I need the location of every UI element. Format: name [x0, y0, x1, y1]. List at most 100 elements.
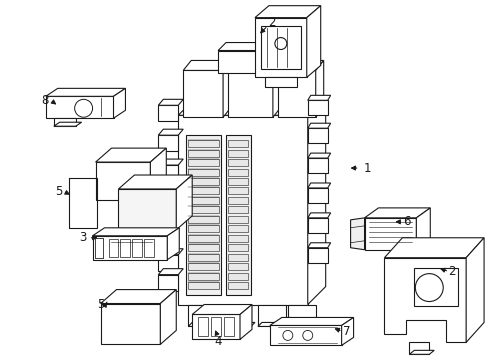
Polygon shape: [223, 323, 254, 327]
Polygon shape: [258, 305, 285, 327]
Polygon shape: [158, 165, 178, 181]
Polygon shape: [188, 178, 219, 185]
Polygon shape: [158, 99, 183, 105]
Polygon shape: [118, 189, 176, 230]
Polygon shape: [227, 150, 247, 157]
Polygon shape: [307, 183, 330, 188]
Text: 8: 8: [41, 94, 48, 107]
Polygon shape: [269, 325, 341, 345]
Polygon shape: [188, 305, 216, 327]
Polygon shape: [158, 105, 178, 121]
Polygon shape: [269, 318, 353, 325]
Text: 2: 2: [267, 16, 275, 29]
Polygon shape: [167, 228, 179, 260]
Polygon shape: [227, 235, 247, 242]
Polygon shape: [307, 95, 330, 100]
Polygon shape: [101, 289, 176, 303]
Text: 6: 6: [403, 215, 410, 228]
Polygon shape: [188, 206, 219, 213]
Polygon shape: [258, 323, 289, 327]
Polygon shape: [287, 305, 315, 327]
Polygon shape: [113, 88, 125, 118]
Polygon shape: [188, 159, 219, 166]
Polygon shape: [413, 268, 457, 306]
Polygon shape: [188, 254, 219, 261]
Polygon shape: [218, 42, 275, 50]
Polygon shape: [227, 188, 247, 194]
Polygon shape: [94, 238, 102, 258]
Polygon shape: [183, 60, 230, 71]
Polygon shape: [227, 197, 247, 204]
Polygon shape: [158, 159, 183, 165]
Polygon shape: [227, 263, 247, 270]
Polygon shape: [186, 135, 221, 294]
Polygon shape: [211, 318, 221, 336]
Polygon shape: [307, 128, 327, 143]
Polygon shape: [158, 219, 183, 225]
Polygon shape: [46, 88, 125, 96]
Polygon shape: [188, 150, 219, 157]
Text: 3: 3: [79, 231, 86, 244]
Polygon shape: [118, 175, 192, 189]
Polygon shape: [108, 239, 118, 257]
Polygon shape: [188, 168, 219, 176]
Polygon shape: [307, 153, 330, 158]
Polygon shape: [408, 342, 428, 354]
Polygon shape: [227, 159, 247, 166]
Polygon shape: [223, 60, 230, 117]
Polygon shape: [150, 148, 166, 200]
Polygon shape: [307, 123, 330, 128]
Polygon shape: [160, 289, 176, 345]
Polygon shape: [307, 243, 330, 248]
Polygon shape: [188, 188, 219, 194]
Polygon shape: [158, 275, 178, 291]
Polygon shape: [178, 115, 307, 305]
Polygon shape: [188, 235, 219, 242]
Text: 4: 4: [214, 335, 222, 348]
Polygon shape: [465, 238, 483, 342]
Polygon shape: [188, 140, 219, 147]
Polygon shape: [307, 97, 325, 305]
Polygon shape: [254, 6, 320, 18]
Polygon shape: [315, 60, 323, 117]
Polygon shape: [188, 323, 220, 327]
Polygon shape: [101, 303, 160, 345]
Polygon shape: [227, 254, 247, 261]
Polygon shape: [158, 135, 178, 151]
Polygon shape: [307, 158, 327, 173]
Polygon shape: [227, 140, 247, 147]
Polygon shape: [267, 42, 275, 73]
Polygon shape: [227, 178, 247, 185]
Polygon shape: [227, 225, 247, 232]
Polygon shape: [158, 129, 183, 135]
Polygon shape: [176, 175, 192, 230]
Polygon shape: [415, 208, 429, 250]
Polygon shape: [158, 189, 183, 195]
Polygon shape: [192, 305, 251, 315]
Polygon shape: [384, 258, 465, 342]
Text: 2: 2: [447, 265, 455, 278]
Polygon shape: [350, 218, 364, 250]
Polygon shape: [158, 225, 178, 241]
Polygon shape: [188, 244, 219, 251]
Polygon shape: [95, 162, 150, 200]
Polygon shape: [227, 168, 247, 176]
Polygon shape: [54, 118, 76, 126]
Polygon shape: [188, 273, 219, 280]
Polygon shape: [158, 195, 178, 211]
Polygon shape: [188, 282, 219, 289]
Polygon shape: [307, 248, 327, 263]
Polygon shape: [144, 239, 154, 257]
Polygon shape: [307, 188, 327, 203]
Polygon shape: [261, 26, 300, 69]
Polygon shape: [92, 236, 167, 260]
Polygon shape: [277, 60, 323, 71]
Polygon shape: [254, 18, 306, 77]
Polygon shape: [192, 315, 240, 339]
Polygon shape: [307, 213, 330, 218]
Polygon shape: [364, 218, 415, 250]
Polygon shape: [364, 208, 429, 218]
Polygon shape: [227, 60, 280, 71]
Polygon shape: [188, 263, 219, 270]
Polygon shape: [188, 216, 219, 223]
